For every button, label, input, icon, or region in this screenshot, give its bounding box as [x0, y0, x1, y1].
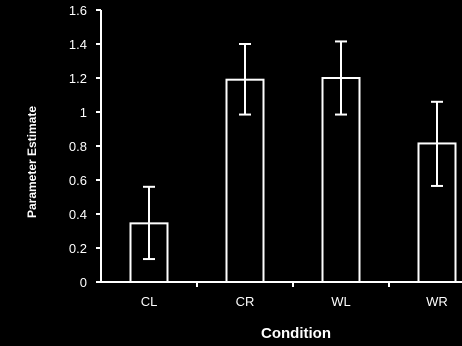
y-tick-label: 1.4 [69, 37, 87, 52]
y-axis-ticks: 0 0.2 0.4 0.6 0.8 1 1.2 1.4 1.6 [69, 3, 101, 290]
y-tick-label: 0.2 [69, 241, 87, 256]
y-tick-label: 1.6 [69, 3, 87, 18]
x-axis-title: Condition [261, 325, 331, 342]
bars-group [129, 77, 457, 284]
x-tick-label: WR [426, 294, 448, 309]
bar-wr [417, 142, 457, 283]
x-axis-ticks: CL CR WL WR [141, 282, 448, 309]
error-bars-group [143, 40, 443, 261]
bar-wl [321, 77, 361, 283]
y-tick-label: 0.8 [69, 139, 87, 154]
x-tick-label: WL [331, 294, 351, 309]
y-tick-label: 1.2 [69, 71, 87, 86]
x-tick-label: CL [141, 294, 158, 309]
y-tick-label: 0 [80, 275, 87, 290]
y-tick-label: 0.6 [69, 173, 87, 188]
y-tick-label: 0.4 [69, 207, 87, 222]
y-axis-title: Parameter Estimate [25, 106, 39, 218]
x-tick-label: CR [236, 294, 255, 309]
y-tick-label: 1 [80, 105, 87, 120]
